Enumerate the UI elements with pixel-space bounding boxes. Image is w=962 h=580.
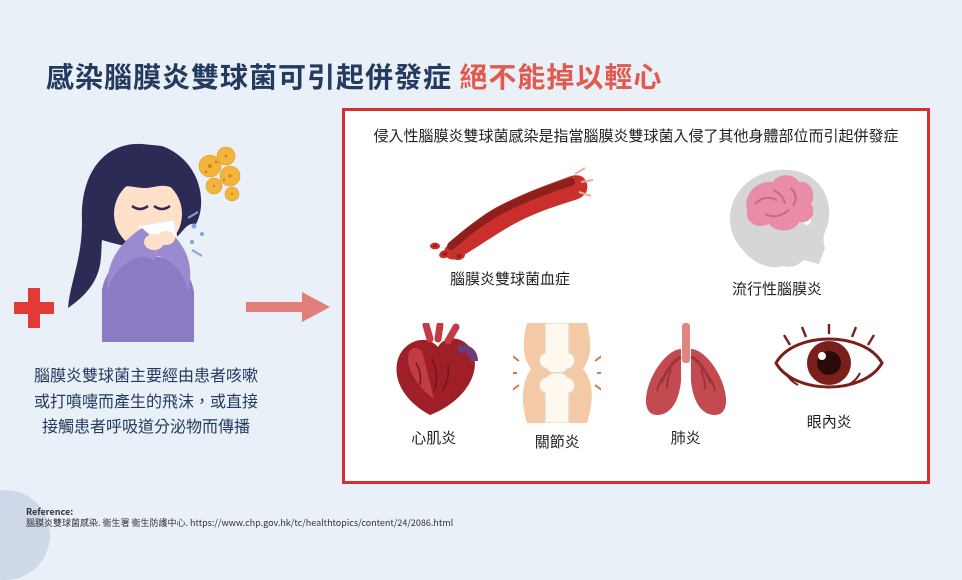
heart-icon xyxy=(384,323,484,419)
left-column: 腦膜炎雙球菌主要經由患者咳嗽或打噴嚏而產生的飛沫，或直接接觸患者呼吸道分泌物而傳… xyxy=(30,132,262,439)
complications-box: 侵入性腦膜炎雙球菌感染是指當腦膜炎雙球菌入侵了其他身體部位而引起併發症 xyxy=(342,108,930,484)
arthritis-label: 關節炎 xyxy=(535,431,580,452)
complications-row-bottom: 心肌炎 關節炎 xyxy=(369,323,903,452)
complications-caption: 侵入性腦膜炎雙球菌感染是指當腦膜炎雙球菌入侵了其他身體部位而引起併發症 xyxy=(369,125,903,146)
lungs-icon xyxy=(631,323,741,419)
complication-bacteremia: 腦膜炎雙球菌血症 xyxy=(425,160,595,299)
brain-head-icon xyxy=(707,160,847,270)
sneezing-person-icon xyxy=(46,132,246,352)
arrow-icon xyxy=(246,290,330,324)
reference: Reference: 腦膜炎雙球菌感染. 衞生署 衞生防護中心. https:/… xyxy=(26,506,453,529)
complication-endophthalmitis: 眼內炎 xyxy=(770,323,888,452)
bg-circle xyxy=(0,490,50,580)
myocarditis-label: 心肌炎 xyxy=(411,427,456,448)
complication-meningitis: 流行性腦膜炎 xyxy=(707,160,847,299)
title-emphasis: 絕不能掉以輕心 xyxy=(459,56,662,96)
title-main: 感染腦膜炎雙球菌可引起併發症 xyxy=(46,56,452,96)
complication-pneumonia: 肺炎 xyxy=(631,323,741,452)
joint-icon xyxy=(513,323,601,423)
complication-myocarditis: 心肌炎 xyxy=(384,323,484,452)
endophthalmitis-label: 眼內炎 xyxy=(807,411,852,432)
meningitis-label: 流行性腦膜炎 xyxy=(732,278,822,299)
page-title: 感染腦膜炎雙球菌可引起併發症 絕不能掉以輕心 xyxy=(46,56,662,96)
complications-row-top: 腦膜炎雙球菌血症 流行性腦膜炎 xyxy=(369,160,903,299)
reference-text: 腦膜炎雙球菌感染. 衞生署 衞生防護中心. https://www.chp.go… xyxy=(26,517,453,528)
transmission-caption: 腦膜炎雙球菌主要經由患者咳嗽或打噴嚏而產生的飛沫，或直接接觸患者呼吸道分泌物而傳… xyxy=(30,362,262,439)
eye-icon xyxy=(770,323,888,403)
blood-vessel-icon xyxy=(425,160,595,260)
complication-arthritis: 關節炎 xyxy=(513,323,601,452)
bacteremia-label: 腦膜炎雙球菌血症 xyxy=(450,268,570,289)
pneumonia-label: 肺炎 xyxy=(671,427,701,448)
